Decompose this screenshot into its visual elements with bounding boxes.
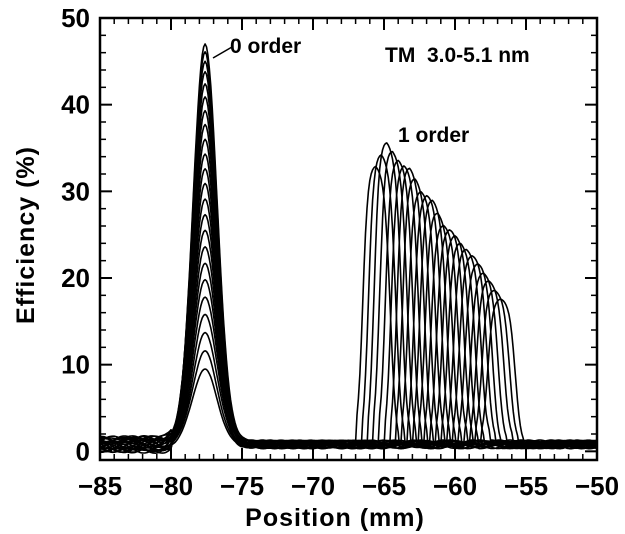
- x-tick-label: −75: [220, 471, 264, 501]
- y-tick-label: 0: [76, 436, 90, 466]
- series-line: [99, 154, 598, 450]
- y-axis-title: Efficiency (%): [12, 146, 40, 324]
- series-line: [99, 123, 598, 454]
- series-line: [99, 109, 598, 450]
- series-line: [99, 168, 598, 451]
- series-line: [99, 194, 598, 454]
- series-line: [99, 83, 598, 454]
- x-tick-label: −55: [504, 471, 548, 501]
- y-tick-label: 20: [61, 263, 90, 293]
- series-line: [99, 198, 598, 451]
- y-tick-label: 40: [61, 90, 90, 120]
- axis-ticks: [99, 17, 598, 460]
- series-line: [99, 51, 598, 453]
- series-line: [100, 178, 598, 449]
- x-tick-label: −65: [362, 471, 406, 501]
- series-line: [99, 43, 598, 450]
- series-line: [100, 159, 598, 452]
- series-line: [99, 165, 598, 454]
- series-curves: [99, 43, 598, 454]
- series-line: [99, 165, 598, 453]
- annotation-zero-order: 0 order: [230, 35, 301, 58]
- series-line: [100, 182, 598, 453]
- annotation-first-order: 1 order: [398, 124, 469, 147]
- x-tick-label: −70: [291, 471, 335, 501]
- x-axis-title: Position (mm): [245, 504, 425, 532]
- x-tick-label: −60: [433, 471, 477, 501]
- x-tick-label: −85: [78, 471, 122, 501]
- plot-frame: [98, 16, 599, 462]
- y-tick-label: 30: [61, 176, 90, 206]
- series-line: [99, 60, 598, 454]
- series-line: [99, 142, 598, 451]
- plot-area-border: [98, 16, 599, 462]
- series-line: [99, 153, 598, 452]
- series-line: [99, 70, 598, 452]
- x-tick-label: −50: [575, 471, 619, 501]
- series-line: [99, 138, 598, 453]
- tick-labels: −85 −80 −75 −70 −65 −60 −55 −50 0 10 20 30 40 50: [61, 3, 619, 501]
- y-tick-label: 10: [61, 350, 90, 380]
- y-tick-label: 50: [61, 3, 90, 33]
- annotation-wavelength: TM 3.0-5.1 nm: [385, 44, 530, 67]
- series-line: [99, 96, 598, 452]
- series-line: [99, 150, 598, 454]
- series-line: [99, 167, 597, 453]
- x-tick-label: −80: [149, 471, 193, 501]
- series-line: [99, 190, 597, 453]
- zero-order-arrow: [212, 46, 233, 59]
